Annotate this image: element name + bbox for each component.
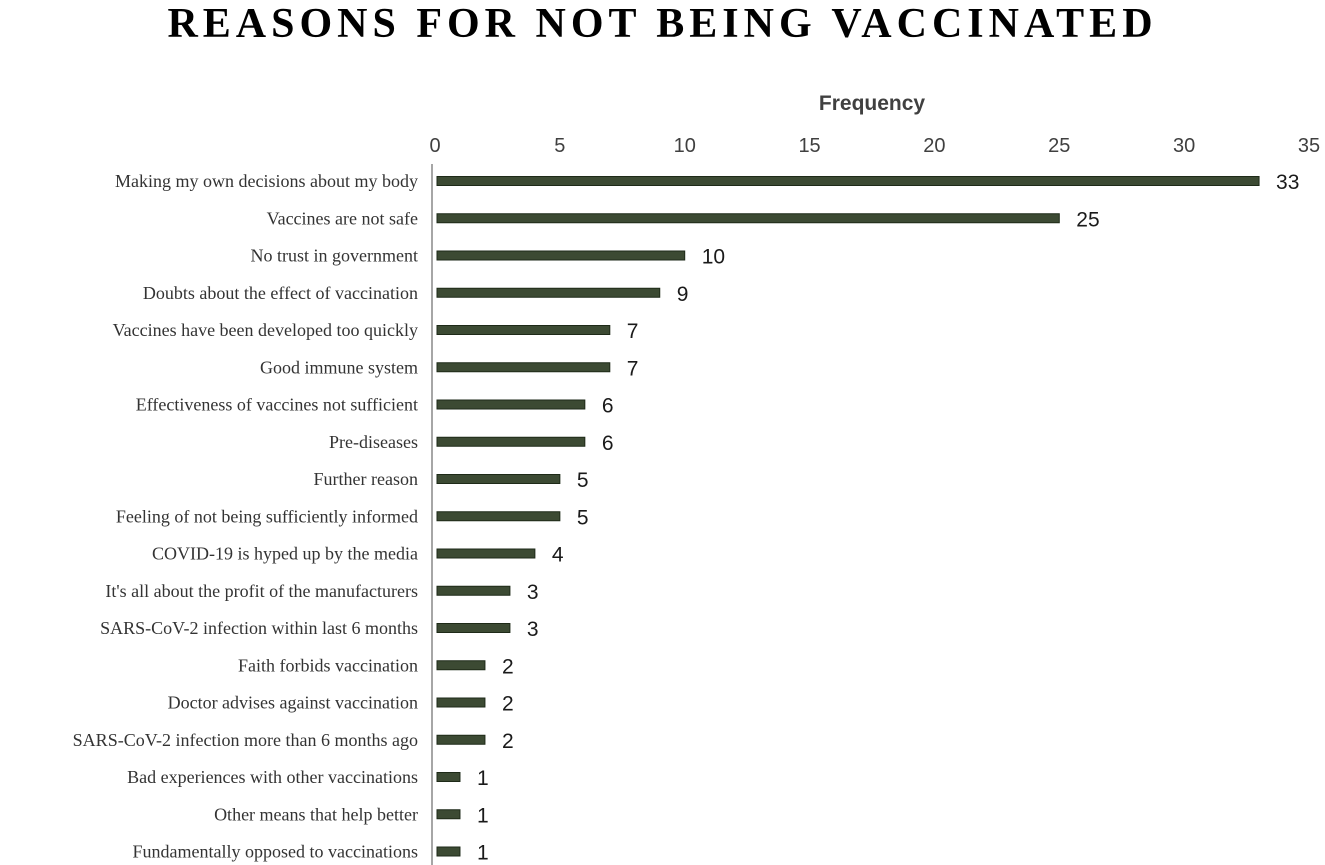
bar-6: [436, 399, 586, 410]
bar-18: [436, 846, 461, 857]
data-label-12: 3: [527, 618, 539, 641]
data-label-1: 25: [1076, 208, 1099, 231]
x-tick-label-6: 30: [1173, 135, 1195, 157]
bar-2: [436, 250, 686, 261]
data-label-4: 7: [627, 320, 639, 343]
bar-4: [436, 325, 611, 335]
data-label-10: 4: [552, 544, 564, 567]
data-label-13: 2: [502, 655, 514, 678]
category-label-17: Other means that help better: [214, 804, 418, 824]
category-label-5: Good immune system: [260, 357, 418, 377]
data-label-16: 1: [477, 767, 489, 790]
category-label-15: SARS-CoV-2 infection more than 6 months …: [73, 730, 418, 750]
data-label-6: 6: [602, 395, 614, 418]
x-tick-label-2: 10: [674, 135, 696, 157]
bar-12: [436, 623, 511, 633]
category-label-12: SARS-CoV-2 infection within last 6 month…: [100, 618, 418, 638]
category-label-8: Further reason: [314, 469, 418, 489]
bar-3: [436, 287, 661, 298]
category-label-2: No trust in government: [251, 246, 418, 266]
x-axis-title: Frequency: [819, 92, 926, 115]
chart-title: REASONS FOR NOT BEING VACCINATED: [167, 1, 1158, 47]
category-label-16: Bad experiences with other vaccinations: [127, 767, 418, 787]
x-tick-label-0: 0: [429, 135, 440, 157]
x-tick-labels: 0 5 10 15 20 25 30 35: [429, 135, 1320, 157]
bar-8: [436, 474, 561, 484]
x-tick-label-3: 15: [798, 135, 820, 157]
bar-13: [436, 660, 486, 671]
data-label-0: 33: [1276, 171, 1299, 194]
bar-11: [436, 585, 511, 596]
bar-5: [436, 362, 611, 373]
data-label-5: 7: [627, 357, 639, 380]
category-label-7: Pre-diseases: [329, 432, 418, 452]
bars: [436, 176, 1260, 857]
category-label-6: Effectiveness of vaccines not sufficient: [136, 395, 418, 415]
x-tick-label-4: 20: [923, 135, 945, 157]
data-label-11: 3: [527, 581, 539, 604]
data-label-15: 2: [502, 730, 514, 753]
x-tick-label-1: 5: [554, 135, 565, 157]
data-label-14: 2: [502, 693, 514, 716]
bar-17: [436, 809, 461, 820]
category-label-0: Making my own decisions about my body: [115, 171, 418, 191]
category-label-10: COVID-19 is hyped up by the media: [152, 544, 418, 564]
data-label-18: 1: [477, 842, 489, 865]
data-label-17: 1: [477, 804, 489, 827]
category-label-14: Doctor advises against vaccination: [168, 693, 418, 713]
bar-16: [436, 772, 461, 782]
category-label-3: Doubts about the effect of vaccination: [143, 283, 418, 303]
category-label-4: Vaccines have been developed too quickly: [113, 320, 418, 340]
bar-10: [436, 548, 536, 559]
category-labels: Making my own decisions about my body Vac…: [73, 171, 418, 862]
bar-15: [436, 734, 486, 745]
data-label-8: 5: [577, 469, 589, 492]
category-label-11: It's all about the profit of the manufac…: [105, 581, 418, 601]
bar-1: [436, 213, 1060, 224]
bar-0: [436, 176, 1260, 186]
category-label-1: Vaccines are not safe: [267, 208, 418, 228]
x-tick-label-5: 25: [1048, 135, 1070, 157]
category-label-9: Feeling of not being sufficiently inform…: [116, 506, 418, 526]
category-label-18: Fundamentally opposed to vaccinations: [133, 842, 418, 862]
bar-7: [436, 436, 586, 447]
data-label-2: 10: [702, 246, 725, 269]
data-label-7: 6: [602, 432, 614, 455]
bar-9: [436, 511, 561, 522]
data-label-3: 9: [677, 283, 689, 306]
data-label-9: 5: [577, 506, 589, 529]
category-label-13: Faith forbids vaccination: [238, 655, 418, 675]
x-tick-label-7: 35: [1298, 135, 1320, 157]
bar-14: [436, 697, 486, 708]
